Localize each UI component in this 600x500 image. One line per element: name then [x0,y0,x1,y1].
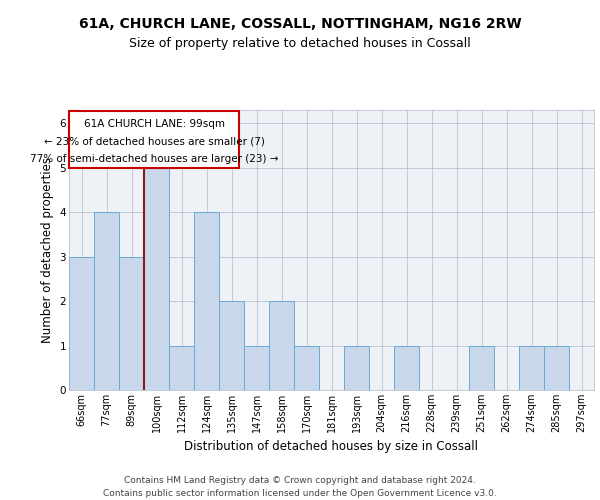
Text: 61A CHURCH LANE: 99sqm: 61A CHURCH LANE: 99sqm [83,119,224,129]
FancyBboxPatch shape [69,111,239,168]
Bar [519,346,544,390]
Bar [269,301,294,390]
Bar [344,346,369,390]
Bar [294,346,319,390]
Bar [169,346,194,390]
Bar [244,346,269,390]
Bar [94,212,119,390]
Text: ← 23% of detached houses are smaller (7): ← 23% of detached houses are smaller (7) [44,136,265,146]
Bar [394,346,419,390]
Text: Size of property relative to detached houses in Cossall: Size of property relative to detached ho… [129,38,471,51]
X-axis label: Distribution of detached houses by size in Cossall: Distribution of detached houses by size … [185,440,479,454]
Text: 77% of semi-detached houses are larger (23) →: 77% of semi-detached houses are larger (… [30,154,278,164]
Bar [219,301,244,390]
Text: Contains HM Land Registry data © Crown copyright and database right 2024.
Contai: Contains HM Land Registry data © Crown c… [103,476,497,498]
Bar [544,346,569,390]
Bar [144,168,169,390]
Bar [194,212,219,390]
Bar [469,346,494,390]
Bar [69,256,94,390]
Y-axis label: Number of detached properties: Number of detached properties [41,157,54,343]
Text: 61A, CHURCH LANE, COSSALL, NOTTINGHAM, NG16 2RW: 61A, CHURCH LANE, COSSALL, NOTTINGHAM, N… [79,18,521,32]
Bar [119,256,144,390]
